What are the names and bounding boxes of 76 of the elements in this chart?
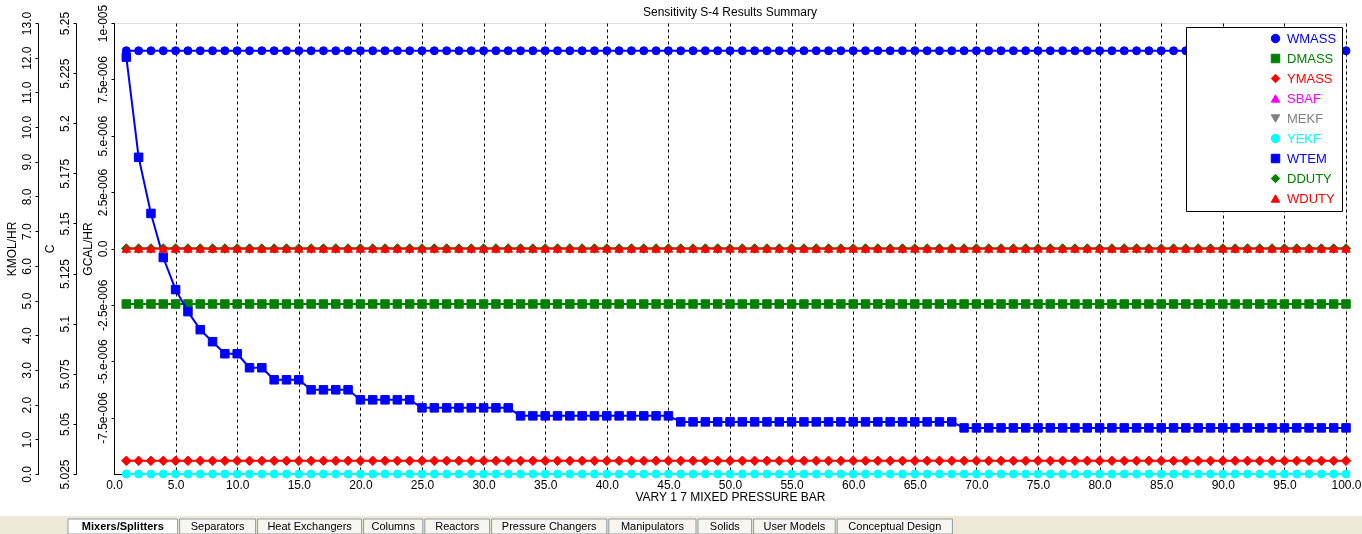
x-tick-label: 20.0 [349, 477, 373, 492]
y-axis-title: KMOL/HR [4, 221, 19, 277]
legend-label: SBAF [1287, 90, 1322, 106]
y2-tick-label: 5.05 [57, 412, 72, 437]
y-tick-label: 5.0 [19, 292, 34, 310]
y2-tick-label: 5.15 [57, 211, 72, 236]
legend-label: WMASS [1287, 30, 1337, 46]
y3-tick-label: -5.e-006 [95, 339, 110, 385]
y-tick-label: 3.0 [19, 361, 34, 379]
x-tick-label: 60.0 [842, 477, 866, 492]
y-tick-label: 1.0 [19, 431, 34, 449]
y3-axis-title: GCAL/HR [80, 221, 95, 276]
legend-label: WTEM [1287, 150, 1327, 166]
x-tick-label: 55.0 [780, 477, 805, 492]
x-tick-label: 10.0 [226, 477, 250, 492]
y3-tick-label: 2.5e-006 [95, 168, 110, 217]
text: Conceptual Design [848, 520, 942, 532]
x-tick-label: 80.0 [1088, 477, 1113, 492]
y2-tick-label: 5.075 [57, 358, 72, 390]
legend-label: YEKF [1287, 130, 1322, 146]
y2-tick-label: 5.1 [57, 315, 72, 333]
text: Manipulators [620, 520, 685, 532]
text: Solids [709, 520, 741, 532]
x-tick-label: 95.0 [1273, 477, 1297, 492]
text: User Models [763, 520, 826, 532]
y2-tick-label: 5.175 [57, 158, 72, 189]
y-tick-label: 13.0 [19, 11, 34, 36]
y-tick-label: 11.0 [19, 81, 34, 105]
x-axis-title: VARY 1 7 MIXED PRESSURE BAR [635, 489, 826, 504]
y3-tick-label: -2.5e-006 [95, 279, 110, 332]
x-tick-label: 85.0 [1150, 477, 1174, 492]
y2-tick-label: 5.2 [57, 115, 72, 133]
y-tick-label: 6.0 [19, 257, 34, 275]
x-tick-label: 75.0 [1026, 477, 1051, 492]
x-tick-label: 100.0 [1331, 477, 1362, 492]
y-tick-label: 8.0 [19, 188, 34, 206]
y3-tick-label: -7.5e-006 [95, 392, 110, 444]
y-tick-label: 9.0 [19, 153, 34, 171]
y-tick-label: 7.0 [19, 222, 34, 240]
text: Columns [371, 520, 416, 532]
legend-label: WDUTY [1287, 190, 1335, 206]
y3-tick-label: 0.0 [95, 240, 110, 258]
legend-label: DDUTY [1287, 170, 1333, 186]
y3-tick-label: 5.e-006 [95, 115, 110, 157]
y3-tick-label: 7.5e-006 [95, 55, 110, 104]
legend-label: DMASS [1287, 50, 1334, 66]
text: Mixers/Splitters [81, 520, 164, 532]
x-tick-label: 15.0 [287, 477, 312, 492]
chart-title: Sensitivity S-4 Results Summary [642, 5, 818, 20]
x-tick-label: 40.0 [595, 477, 620, 492]
legend-label: MEKF [1287, 110, 1324, 126]
y2-tick-label: 5.25 [57, 11, 72, 36]
x-tick-label: 45.0 [657, 477, 681, 492]
text: Separators [190, 520, 245, 532]
x-tick-label: 30.0 [472, 477, 497, 492]
text: Heat Exchangers [267, 520, 353, 532]
y-tick-label: 12.0 [19, 46, 34, 70]
y3-tick-label: 1e-005 [95, 4, 110, 43]
y-tick-label: 2.0 [19, 396, 34, 414]
legend-label: YMASS [1287, 70, 1333, 86]
y2-tick-label: 5.225 [57, 58, 72, 89]
x-tick-label: 0.0 [106, 477, 124, 492]
x-tick-label: 70.0 [965, 477, 989, 492]
text: Reactors [435, 520, 480, 532]
y-tick-label: 4.0 [19, 327, 34, 345]
x-tick-label: 35.0 [534, 477, 558, 492]
x-tick-label: 25.0 [410, 477, 435, 492]
x-tick-label: 5.0 [167, 477, 185, 492]
x-tick-label: 50.0 [718, 477, 743, 492]
y2-tick-label: 5.025 [57, 459, 72, 490]
y2-tick-label: 5.125 [57, 258, 72, 290]
x-tick-label: 90.0 [1211, 477, 1236, 492]
y-tick-label: 10.0 [19, 115, 34, 140]
text: Pressure Changers [501, 520, 598, 532]
y2-axis-title: C [42, 244, 57, 254]
x-tick-label: 65.0 [903, 477, 928, 492]
